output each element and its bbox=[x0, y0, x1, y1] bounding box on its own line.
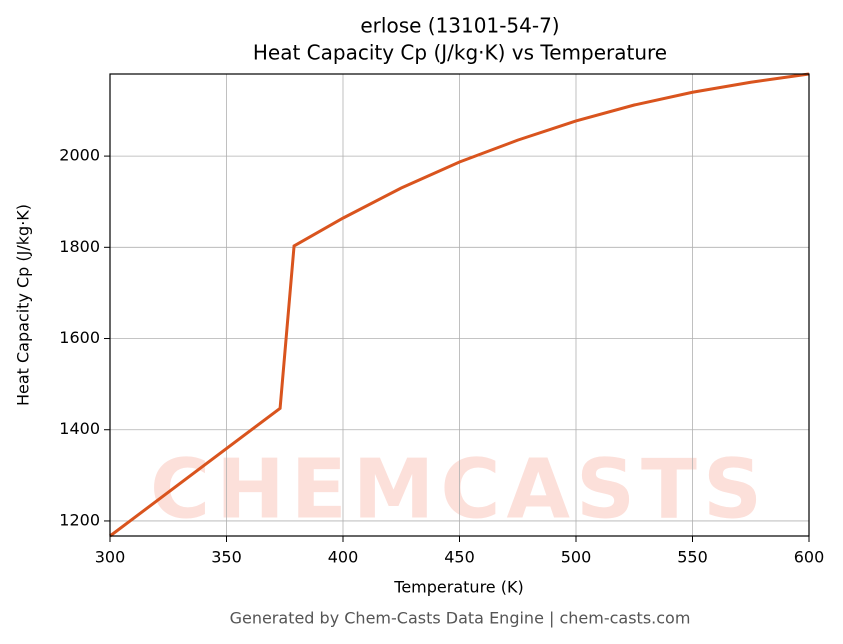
y-tick-label: 1800 bbox=[59, 237, 100, 256]
footer: Generated by Chem-Casts Data Engine | ch… bbox=[230, 609, 691, 628]
plot-frame bbox=[109, 73, 810, 537]
x-tick-label: 450 bbox=[444, 548, 475, 567]
x-axis-label: Temperature (K) bbox=[393, 578, 523, 597]
x-tick-label: 550 bbox=[677, 548, 708, 567]
y-axis-label: Heat Capacity Cp (J/kg·K) bbox=[14, 204, 33, 406]
y-tick-label: 1200 bbox=[59, 510, 100, 529]
y-tick-label: 1400 bbox=[59, 419, 100, 438]
x-tick-label: 400 bbox=[328, 548, 359, 567]
x-tick-label: 500 bbox=[561, 548, 592, 567]
data-line bbox=[109, 72, 810, 538]
watermark: CHEMCASTS bbox=[150, 442, 768, 537]
chart-title: erlose (13101-54-7) bbox=[360, 14, 559, 38]
y-tick-label: 1600 bbox=[59, 328, 100, 347]
x-tick-label: 600 bbox=[794, 548, 825, 567]
chart-subtitle: Heat Capacity Cp (J/kg·K) vs Temperature bbox=[253, 41, 667, 65]
x-tick-label: 300 bbox=[95, 548, 126, 567]
x-tick-label: 350 bbox=[211, 548, 242, 567]
y-tick-label: 2000 bbox=[59, 146, 100, 165]
